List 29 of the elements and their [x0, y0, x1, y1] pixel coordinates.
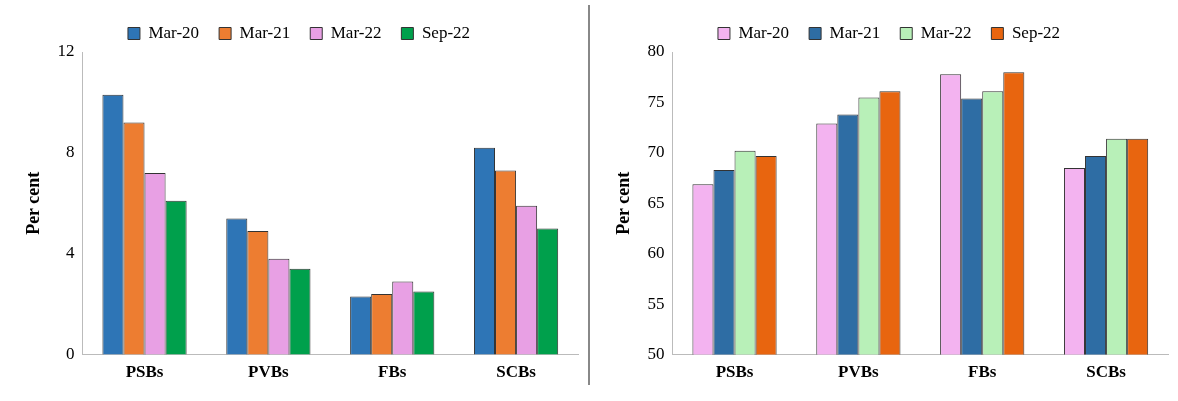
y-tick-label: 50: [647, 344, 665, 364]
y-tick-label: 80: [647, 41, 665, 61]
y-tick-label: 70: [647, 142, 665, 162]
y-tick-label: 0: [66, 344, 75, 364]
y-tick-label: 65: [647, 192, 665, 212]
legend-label: Mar-21: [239, 22, 291, 42]
x-tick-label: PSBs: [125, 362, 164, 382]
legend-label: Mar-21: [829, 22, 881, 42]
x-tick-label: SCBs: [496, 362, 537, 382]
y-tick-label: 12: [57, 41, 75, 61]
y-axis-title: Per cent: [23, 171, 44, 235]
legend-label: Mar-22: [330, 22, 382, 42]
x-tick-label: PVBs: [838, 362, 880, 382]
x-tick-label: FBs: [968, 362, 997, 382]
legend-label: Sep-22: [1011, 22, 1061, 42]
y-tick-label: 4: [66, 243, 76, 263]
y-axis-title: Per cent: [613, 171, 634, 235]
x-tick-label: PSBs: [715, 362, 754, 382]
legend-label: Sep-22: [421, 22, 471, 42]
x-tick-label: SCBs: [1086, 362, 1127, 382]
x-tick-label: PVBs: [248, 362, 290, 382]
y-tick-label: 60: [647, 243, 665, 263]
x-tick-label: FBs: [378, 362, 407, 382]
y-tick-label: 75: [647, 91, 665, 111]
y-tick-label: 55: [647, 293, 665, 313]
legend-label: Mar-20: [148, 22, 200, 42]
legend-label: Mar-20: [738, 22, 790, 42]
y-tick-label: 8: [66, 142, 75, 162]
legend-label: Mar-22: [920, 22, 972, 42]
